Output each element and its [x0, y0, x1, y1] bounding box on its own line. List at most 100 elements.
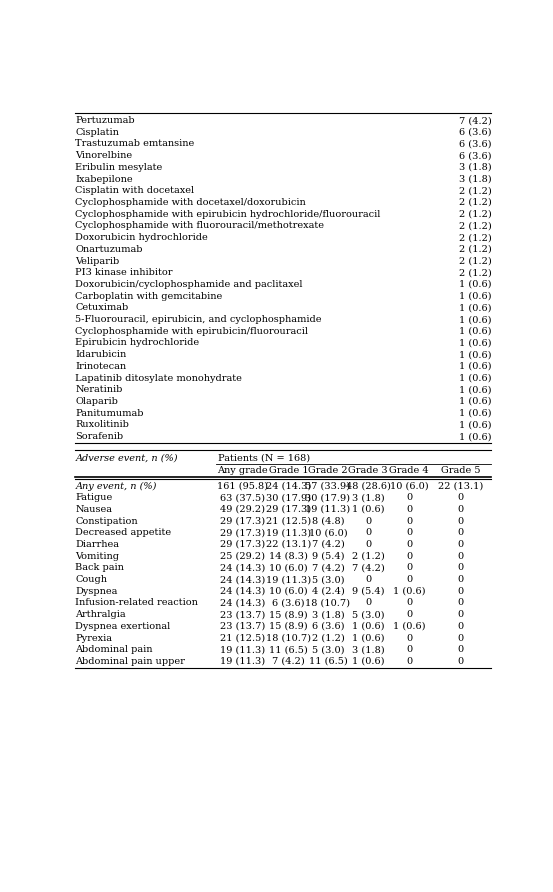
Text: 0: 0 [457, 599, 463, 607]
Text: 3 (1.8): 3 (1.8) [312, 610, 345, 619]
Text: 3 (1.8): 3 (1.8) [352, 493, 384, 502]
Text: 1 (0.6): 1 (0.6) [352, 633, 384, 642]
Text: Pertuzumab: Pertuzumab [75, 116, 135, 125]
Text: 0: 0 [457, 505, 463, 514]
Text: 23 (13.7): 23 (13.7) [220, 610, 265, 619]
Text: Dyspnea: Dyspnea [75, 587, 118, 596]
Text: 30 (17.9): 30 (17.9) [305, 493, 351, 502]
Text: 9 (5.4): 9 (5.4) [352, 587, 384, 596]
Text: Any grade: Any grade [217, 467, 268, 475]
Text: 24 (14.3): 24 (14.3) [220, 599, 265, 607]
Text: Any event, n (%): Any event, n (%) [75, 482, 156, 491]
Text: 11 (6.5): 11 (6.5) [269, 645, 308, 655]
Text: 5 (3.0): 5 (3.0) [352, 610, 384, 619]
Text: 29 (17.3): 29 (17.3) [266, 505, 311, 514]
Text: Patients (N = 168): Patients (N = 168) [218, 454, 310, 463]
Text: Irinotecan: Irinotecan [75, 362, 127, 371]
Text: 0: 0 [406, 493, 412, 502]
Text: 0: 0 [406, 551, 412, 561]
Text: 19 (11.3): 19 (11.3) [220, 645, 265, 655]
Text: 0: 0 [406, 610, 412, 619]
Text: 49 (29.2): 49 (29.2) [220, 505, 265, 514]
Text: Trastuzumab emtansine: Trastuzumab emtansine [75, 139, 195, 148]
Text: 22 (13.1): 22 (13.1) [266, 540, 311, 549]
Text: Panitumumab: Panitumumab [75, 409, 144, 417]
Text: 57 (33.9): 57 (33.9) [305, 482, 351, 491]
Text: 14 (8.3): 14 (8.3) [269, 551, 308, 561]
Text: Vinorelbine: Vinorelbine [75, 152, 133, 161]
Text: 1 (0.6): 1 (0.6) [459, 385, 492, 394]
Text: 24 (14.3): 24 (14.3) [266, 482, 311, 491]
Text: 30 (17.9): 30 (17.9) [266, 493, 311, 502]
Text: 29 (17.3): 29 (17.3) [220, 528, 265, 537]
Text: 18 (10.7): 18 (10.7) [266, 633, 311, 642]
Text: 8 (4.8): 8 (4.8) [312, 516, 344, 525]
Text: 2 (1.2): 2 (1.2) [459, 268, 492, 277]
Text: Cough: Cough [75, 575, 107, 584]
Text: 0: 0 [365, 516, 371, 525]
Text: Ixabepilone: Ixabepilone [75, 175, 133, 184]
Text: 0: 0 [457, 516, 463, 525]
Text: 10 (6.0): 10 (6.0) [390, 482, 428, 491]
Text: Carboplatin with gemcitabine: Carboplatin with gemcitabine [75, 292, 222, 301]
Text: 1 (0.6): 1 (0.6) [459, 315, 492, 324]
Text: Dyspnea exertional: Dyspnea exertional [75, 622, 170, 631]
Text: 0: 0 [406, 564, 412, 573]
Text: 0: 0 [457, 575, 463, 584]
Text: Lapatinib ditosylate monohydrate: Lapatinib ditosylate monohydrate [75, 374, 242, 383]
Text: 18 (10.7): 18 (10.7) [305, 599, 351, 607]
Text: 22 (13.1): 22 (13.1) [438, 482, 483, 491]
Text: Cyclophosphamide with epirubicin/fluorouracil: Cyclophosphamide with epirubicin/fluorou… [75, 326, 309, 335]
Text: 7 (4.2): 7 (4.2) [459, 116, 492, 125]
Text: 2 (1.2): 2 (1.2) [459, 221, 492, 230]
Text: 0: 0 [457, 610, 463, 619]
Text: Doxorubicin/cyclophosphamide and paclitaxel: Doxorubicin/cyclophosphamide and paclita… [75, 280, 303, 289]
Text: 7 (4.2): 7 (4.2) [352, 564, 385, 573]
Text: 10 (6.0): 10 (6.0) [269, 564, 308, 573]
Text: 0: 0 [457, 540, 463, 549]
Text: 0: 0 [457, 587, 463, 596]
Text: 0: 0 [457, 622, 463, 631]
Text: 3 (1.8): 3 (1.8) [459, 175, 492, 184]
Text: 4 (2.4): 4 (2.4) [311, 587, 345, 596]
Text: 2 (1.2): 2 (1.2) [459, 186, 492, 195]
Text: 10 (6.0): 10 (6.0) [269, 587, 308, 596]
Text: 24 (14.3): 24 (14.3) [220, 575, 265, 584]
Text: 1 (0.6): 1 (0.6) [459, 374, 492, 383]
Text: 19 (11.3): 19 (11.3) [266, 528, 311, 537]
Text: 0: 0 [406, 540, 412, 549]
Text: 1 (0.6): 1 (0.6) [459, 338, 492, 348]
Text: 10 (6.0): 10 (6.0) [309, 528, 347, 537]
Text: 0: 0 [457, 657, 463, 666]
Text: Abdominal pain upper: Abdominal pain upper [75, 657, 185, 666]
Text: 0: 0 [406, 575, 412, 584]
Text: 11 (6.5): 11 (6.5) [309, 657, 347, 666]
Text: 0: 0 [406, 657, 412, 666]
Text: 63 (37.5): 63 (37.5) [220, 493, 265, 502]
Text: 7 (4.2): 7 (4.2) [272, 657, 305, 666]
Text: 24 (14.3): 24 (14.3) [220, 587, 265, 596]
Text: 1 (0.6): 1 (0.6) [459, 432, 492, 442]
Text: Decreased appetite: Decreased appetite [75, 528, 171, 537]
Text: Infusion-related reaction: Infusion-related reaction [75, 599, 198, 607]
Text: Olaparib: Olaparib [75, 397, 118, 406]
Text: 2 (1.2): 2 (1.2) [311, 633, 345, 642]
Text: 1 (0.6): 1 (0.6) [459, 280, 492, 289]
Text: 21 (12.5): 21 (12.5) [220, 633, 265, 642]
Text: 0: 0 [365, 575, 371, 584]
Text: Constipation: Constipation [75, 516, 138, 525]
Text: 24 (14.3): 24 (14.3) [220, 564, 265, 573]
Text: 1 (0.6): 1 (0.6) [352, 505, 384, 514]
Text: 2 (1.2): 2 (1.2) [459, 244, 492, 254]
Text: 0: 0 [365, 528, 371, 537]
Text: Grade 4: Grade 4 [389, 467, 429, 475]
Text: 7 (4.2): 7 (4.2) [311, 540, 345, 549]
Text: 1 (0.6): 1 (0.6) [352, 657, 384, 666]
Text: Fatigue: Fatigue [75, 493, 113, 502]
Text: 0: 0 [457, 633, 463, 642]
Text: 1 (0.6): 1 (0.6) [459, 362, 492, 371]
Text: 5 (3.0): 5 (3.0) [312, 645, 344, 655]
Text: Eribulin mesylate: Eribulin mesylate [75, 163, 163, 172]
Text: Sorafenib: Sorafenib [75, 432, 123, 442]
Text: Onartuzumab: Onartuzumab [75, 244, 143, 254]
